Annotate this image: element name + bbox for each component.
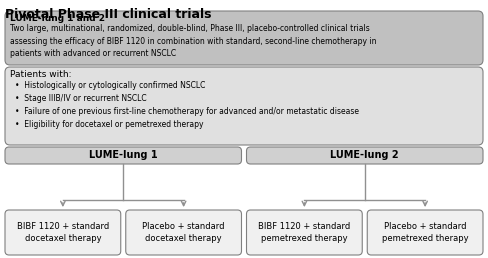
Text: •  Eligibility for docetaxel or pemetrexed therapy: • Eligibility for docetaxel or pemetrexe… [15, 120, 203, 129]
Text: Pivotal Phase III clinical trials: Pivotal Phase III clinical trials [5, 8, 211, 21]
FancyBboxPatch shape [246, 147, 483, 164]
Text: BIBF 1120 + standard
docetaxel therapy: BIBF 1120 + standard docetaxel therapy [17, 222, 109, 243]
Text: •  Histologically or cytologically confirmed NSCLC: • Histologically or cytologically confir… [15, 81, 205, 90]
Text: Placebo + standard
pemetrexed therapy: Placebo + standard pemetrexed therapy [382, 222, 468, 243]
FancyBboxPatch shape [126, 210, 242, 255]
Text: LUME-lung 2: LUME-lung 2 [330, 150, 399, 160]
Text: •  Failure of one previous first-line chemotherapy for advanced and/or metastati: • Failure of one previous first-line che… [15, 107, 359, 116]
Text: Placebo + standard
docetaxel therapy: Placebo + standard docetaxel therapy [142, 222, 225, 243]
FancyBboxPatch shape [367, 210, 483, 255]
Text: LUME-lung 1 and 2: LUME-lung 1 and 2 [10, 14, 105, 23]
FancyBboxPatch shape [5, 67, 483, 145]
Text: LUME-lung 1: LUME-lung 1 [89, 150, 158, 160]
Text: •  Stage IIIB/IV or recurrent NSCLC: • Stage IIIB/IV or recurrent NSCLC [15, 94, 146, 103]
FancyBboxPatch shape [5, 11, 483, 65]
FancyBboxPatch shape [5, 147, 242, 164]
Text: Two large, multinational, randomized, double-blind, Phase III, placebo-controlle: Two large, multinational, randomized, do… [10, 24, 377, 58]
Text: BIBF 1120 + standard
pemetrexed therapy: BIBF 1120 + standard pemetrexed therapy [258, 222, 350, 243]
Text: Patients with:: Patients with: [10, 70, 72, 79]
FancyBboxPatch shape [246, 210, 362, 255]
FancyBboxPatch shape [5, 210, 121, 255]
